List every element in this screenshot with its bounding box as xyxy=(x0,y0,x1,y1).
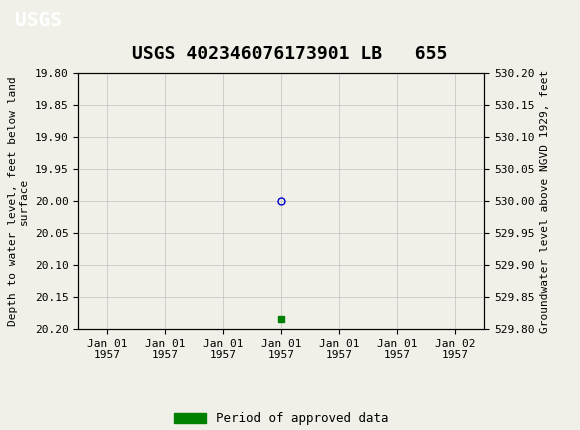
Y-axis label: Depth to water level, feet below land
surface: Depth to water level, feet below land su… xyxy=(8,76,29,326)
Y-axis label: Groundwater level above NGVD 1929, feet: Groundwater level above NGVD 1929, feet xyxy=(540,69,550,333)
Text: USGS: USGS xyxy=(14,11,61,30)
Legend: Period of approved data: Period of approved data xyxy=(169,407,393,430)
Text: USGS 402346076173901 LB   655: USGS 402346076173901 LB 655 xyxy=(132,45,448,63)
